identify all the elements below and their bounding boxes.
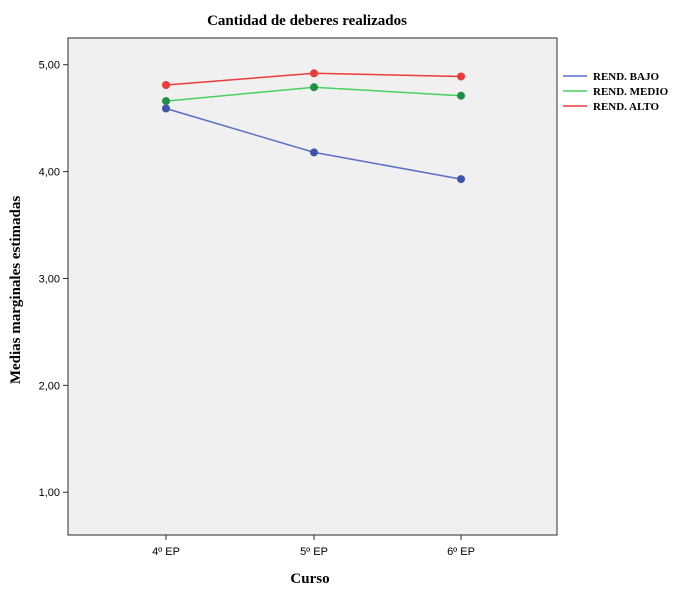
data-point — [457, 72, 465, 81]
data-point — [162, 97, 170, 106]
x-tick-label: 5º EP — [300, 546, 328, 558]
x-tick-label: 4º EP — [152, 546, 180, 558]
data-point — [457, 175, 465, 184]
y-tick-label: 4,00 — [39, 167, 60, 179]
legend: REND. BAJO REND. MEDIO REND. ALTO — [563, 71, 669, 113]
x-tick-label: 6º EP — [447, 546, 475, 558]
data-point — [310, 148, 318, 157]
y-axis-title: Medias marginales estimadas — [8, 196, 24, 384]
y-tick-label: 3,00 — [39, 273, 60, 285]
legend-label: REND. MEDIO — [593, 86, 669, 98]
data-point — [162, 81, 170, 89]
y-tick-label: 2,00 — [39, 380, 60, 392]
chart-title: Cantidad de deberes realizados — [207, 13, 407, 29]
legend-label: REND. ALTO — [593, 101, 659, 113]
y-tick-label: 5,00 — [39, 60, 60, 72]
x-axis-title: Curso — [290, 571, 329, 587]
legend-label: REND. BAJO — [593, 71, 659, 83]
data-point — [310, 83, 318, 92]
data-point — [457, 91, 465, 100]
plot-area — [67, 37, 558, 536]
data-point — [310, 69, 318, 78]
y-axis: 1,00 2,00 3,00 4,00 5,00 — [39, 60, 68, 499]
y-tick-label: 1,00 — [39, 487, 60, 499]
series-points — [162, 69, 465, 184]
x-axis: 4º EP 5º EP 6º EP — [152, 535, 475, 558]
data-point — [162, 104, 170, 113]
